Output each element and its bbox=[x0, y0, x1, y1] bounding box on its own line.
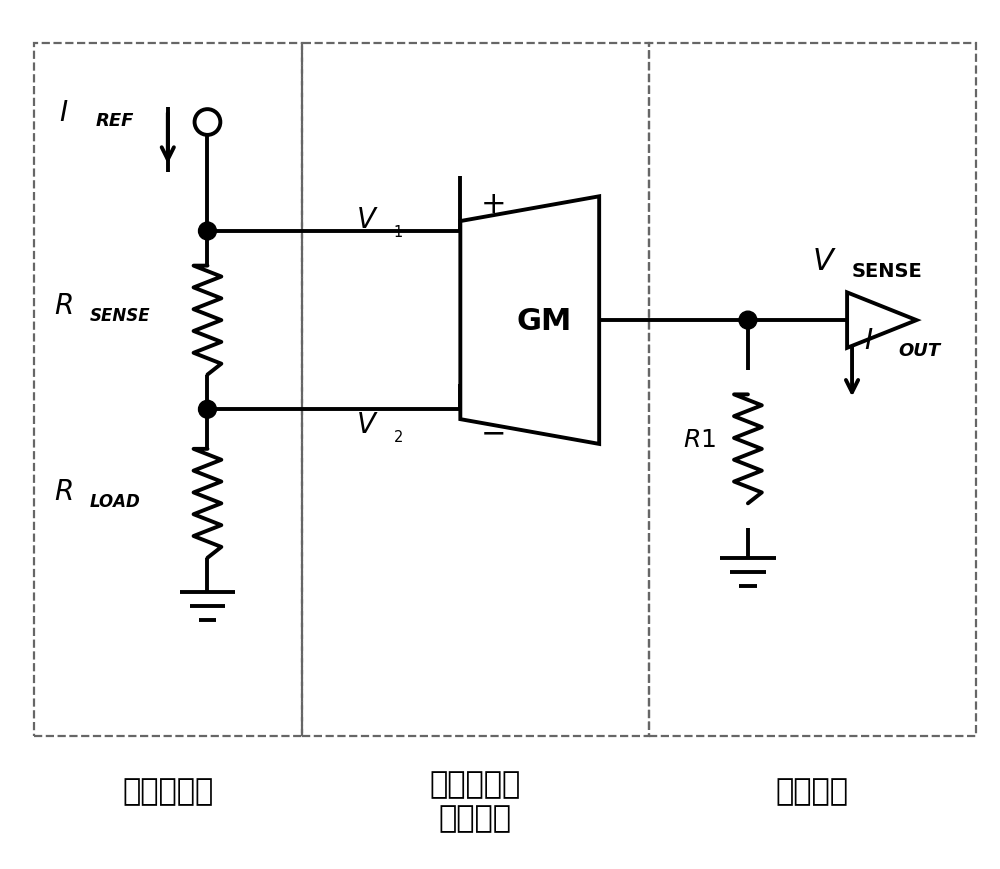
Text: SENSE: SENSE bbox=[89, 307, 150, 325]
Bar bbox=[649, 43, 976, 736]
Circle shape bbox=[199, 222, 216, 241]
Text: 输出回路: 输出回路 bbox=[776, 776, 849, 805]
Text: $-$: $-$ bbox=[480, 417, 505, 447]
Text: $V$: $V$ bbox=[356, 411, 379, 439]
Bar bbox=[34, 43, 302, 736]
Polygon shape bbox=[847, 293, 917, 348]
Text: $_2$: $_2$ bbox=[393, 425, 403, 444]
Text: 轨到轨跨导
运放电路: 轨到轨跨导 运放电路 bbox=[430, 769, 521, 832]
Text: GM: GM bbox=[517, 306, 572, 335]
Polygon shape bbox=[460, 197, 599, 444]
Circle shape bbox=[195, 110, 220, 136]
Text: OUT: OUT bbox=[899, 342, 941, 360]
Text: 待检测电路: 待检测电路 bbox=[122, 776, 213, 805]
Circle shape bbox=[739, 312, 757, 329]
Bar bbox=[302, 43, 649, 736]
Circle shape bbox=[199, 401, 216, 419]
Text: $R1$: $R1$ bbox=[683, 428, 716, 451]
Text: $V$: $V$ bbox=[812, 247, 837, 275]
Text: $V$: $V$ bbox=[356, 206, 379, 234]
Text: LOAD: LOAD bbox=[89, 493, 140, 511]
Text: $_1$: $_1$ bbox=[393, 220, 403, 240]
Text: SENSE: SENSE bbox=[852, 262, 923, 281]
Text: $R$: $R$ bbox=[54, 292, 72, 320]
Text: $+$: $+$ bbox=[480, 190, 505, 219]
Text: $R$: $R$ bbox=[54, 478, 72, 506]
Text: REF: REF bbox=[95, 112, 134, 129]
Text: $I$: $I$ bbox=[59, 99, 68, 127]
Text: $I$: $I$ bbox=[864, 327, 873, 355]
